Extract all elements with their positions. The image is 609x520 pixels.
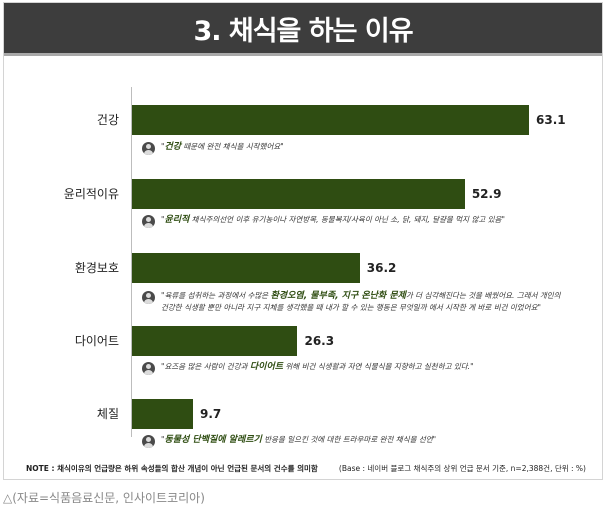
quote-text: "윤리적 채식주의선언 이후 유기농이나 자연방목, 동물복지/사육이 아닌 소… [161, 214, 505, 226]
source-caption: △(자료=식품음료신문, 인사이트코리아) [3, 491, 205, 505]
quote-keyword: 환경오염, 물부족, 지구 온난화 문제 [270, 291, 406, 301]
quote-line2: 건강한 식생활 뿐만 아니라 지구 지체를 생각했을 때 내가 할 수 있는 행… [161, 303, 541, 312]
bar [132, 399, 194, 429]
person-icon [142, 291, 155, 304]
quote-callout: "요즈음 많은 사람이 건강과 다이어트 위해 비건 식생활과 자연 식물식을 … [142, 361, 474, 375]
quote-keyword: 다이어트 [249, 362, 284, 372]
person-icon [142, 142, 155, 155]
bar [132, 105, 529, 135]
quote-post: 때문에 완전 채식을 시작했어요" [181, 142, 284, 151]
header-rule [4, 53, 602, 56]
quote-text: "요즈음 많은 사람이 건강과 다이어트 위해 비건 식생활과 자연 식물식을 … [161, 361, 474, 373]
category-label: 다이어트 [74, 334, 119, 348]
quote-text: "육류를 섭취하는 과정에서 수많은 환경오염, 물부족, 지구 온난화 문제가… [161, 290, 561, 313]
chart-title: 3. 채식을 하는 이유 [4, 3, 602, 53]
person-icon [142, 435, 155, 448]
note-text: NOTE : 채식이유의 언급량은 하위 속성들의 합산 개념이 아닌 언급된 … [26, 464, 318, 473]
data-label: 63.1 [536, 113, 566, 127]
quote-text: "동물성 단백질에 알레르기 반응을 일으킨 것에 대한 트라우마로 완전 채식… [161, 434, 436, 446]
quote-callout: "육류를 섭취하는 과정에서 수많은 환경오염, 물부족, 지구 온난화 문제가… [142, 290, 561, 313]
quote-post: 위해 비건 식생활과 자연 식물식을 지향하고 실천하고 있다." [283, 362, 474, 371]
bar [132, 179, 465, 209]
quote-callout: "동물성 단백질에 알레르기 반응을 일으킨 것에 대한 트라우마로 완전 채식… [142, 434, 436, 448]
data-label: 9.7 [200, 407, 222, 421]
quote-post: 가 더 심각해진다는 것을 배웠어요. 그래서 개인의 [405, 291, 561, 300]
category-label: 환경보호 [74, 261, 119, 275]
data-label: 36.2 [366, 261, 397, 275]
bar-chart: 건강 63.1 "건강 때문에 완전 채식을 시작했어요" 윤리적이유 52.9 "윤리적… [4, 3, 602, 479]
note-base: (Base : 네이버 블로그 채식주의 상위 언급 문서 기준, n=2,38… [338, 464, 586, 473]
quote-callout: "건강 때문에 완전 채식을 시작했어요" [142, 141, 284, 155]
quote-post: 반응을 일으킨 것에 대한 트라우마로 완전 채식을 선언" [261, 435, 437, 444]
category-label: 윤리적이유 [63, 187, 119, 201]
bar [132, 253, 360, 283]
quote-text: "건강 때문에 완전 채식을 시작했어요" [161, 141, 284, 153]
quote-callout: "윤리적 채식주의선언 이후 유기농이나 자연방목, 동물복지/사육이 아닌 소… [142, 214, 505, 228]
person-icon [142, 362, 155, 375]
quote-post: 채식주의선언 이후 유기농이나 자연방목, 동물복지/사육이 아닌 소, 닭, … [189, 215, 505, 224]
quote-pre: " [161, 435, 165, 444]
quote-pre: " [161, 142, 165, 151]
quote-keyword: 윤리적 [164, 215, 190, 225]
infographic-frame: 3. 채식을 하는 이유 건강 63.1 "건강 때문에 완전 채식을 시작했어요"… [3, 2, 603, 480]
quote-pre: "육류를 섭취하는 과정에서 수많은 [161, 291, 271, 300]
data-label: 26.3 [304, 334, 335, 348]
quote-pre: " [161, 215, 165, 224]
bar [132, 326, 298, 356]
category-label: 체질 [96, 407, 119, 421]
quote-keyword: 동물성 단백질에 알레르기 [164, 435, 262, 445]
category-label: 건강 [96, 113, 119, 127]
quote-keyword: 건강 [164, 142, 182, 152]
person-icon [142, 215, 155, 228]
quote-pre: "요즈음 많은 사람이 건강과 [161, 362, 250, 371]
category-axis-line [131, 87, 132, 437]
data-label: 52.9 [471, 187, 502, 201]
chart-note: NOTE : 채식이유의 언급량은 하위 속성들의 합산 개념이 아닌 언급된 … [26, 463, 586, 474]
